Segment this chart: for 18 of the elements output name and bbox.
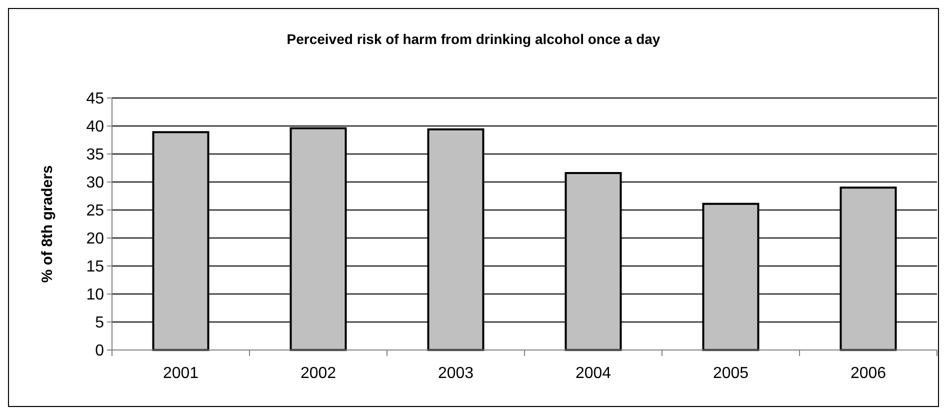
x-tick-label: 2001 xyxy=(162,365,199,382)
y-tick-label: 15 xyxy=(86,258,104,276)
x-tick-label: 2003 xyxy=(438,365,474,382)
x-tick-label: 2006 xyxy=(850,365,886,382)
x-tick-label: 2004 xyxy=(575,365,612,382)
y-tick-label: 40 xyxy=(86,118,104,136)
y-tick-label: 0 xyxy=(95,342,104,360)
y-tick-label: 30 xyxy=(86,174,104,192)
y-tick-label: 45 xyxy=(86,90,104,108)
x-tick-label: 2005 xyxy=(712,365,749,382)
y-tick-label: 25 xyxy=(86,202,104,220)
x-tick-label: 2002 xyxy=(300,365,336,382)
y-axis-title: % of 8th graders xyxy=(39,165,56,283)
y-tick-label: 5 xyxy=(95,314,104,332)
y-tick-label: 10 xyxy=(86,286,104,304)
y-tick-label: 20 xyxy=(86,230,104,248)
chart-title: Perceived risk of harm from drinking alcohol once a day xyxy=(286,31,660,47)
y-tick-label: 35 xyxy=(86,146,104,164)
